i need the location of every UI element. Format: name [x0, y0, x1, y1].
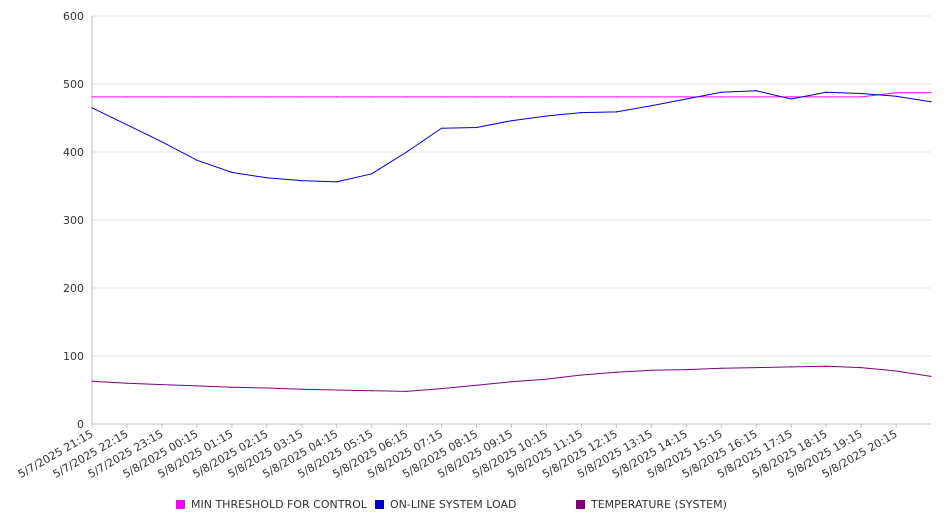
data-point-1	[441, 127, 443, 129]
series-line-2	[91, 365, 932, 392]
data-point-2	[825, 365, 827, 367]
data-point-2	[441, 388, 443, 390]
data-point-1	[301, 180, 303, 182]
legend-label-temperature: TEMPERATURE (SYSTEM)	[591, 498, 727, 511]
data-point-1	[196, 159, 198, 161]
data-point-2	[336, 389, 338, 391]
y-tick-label: 0	[77, 418, 84, 431]
data-point-0	[266, 96, 268, 98]
data-point-1	[615, 111, 618, 113]
data-point-0	[475, 96, 478, 98]
legend-swatch-threshold	[176, 500, 185, 509]
data-point-0	[860, 96, 862, 98]
data-point-0	[161, 96, 163, 98]
data-point-0	[196, 96, 198, 98]
data-point-1	[755, 90, 757, 92]
data-point-1	[91, 107, 93, 109]
legend-swatch-temperature	[576, 500, 585, 509]
data-point-1	[650, 105, 652, 107]
data-point-0	[371, 96, 373, 98]
data-point-1	[860, 92, 862, 95]
y-tick-labels: 0 100 200 300 400 500 600	[63, 10, 84, 431]
data-point-0	[720, 96, 722, 98]
data-point-1	[266, 177, 268, 179]
data-point-0	[895, 92, 897, 94]
data-point-1	[371, 173, 373, 175]
data-point-1	[475, 126, 478, 129]
data-point-2	[266, 387, 268, 389]
data-point-1	[825, 91, 827, 93]
data-point-1	[510, 120, 513, 122]
data-point-2	[580, 374, 583, 376]
data-point-0	[580, 96, 583, 98]
y-tick-label: 300	[63, 214, 84, 227]
data-point-2	[755, 367, 757, 369]
data-point-1	[336, 181, 338, 183]
data-point-1	[126, 124, 128, 126]
data-point-0	[406, 96, 408, 98]
data-point-0	[510, 96, 513, 98]
data-point-2	[895, 370, 897, 372]
data-point-1	[161, 141, 163, 143]
y-tick-label: 400	[63, 146, 84, 159]
data-point-1	[545, 115, 548, 117]
data-point-2	[161, 384, 163, 386]
data-point-2	[650, 369, 652, 371]
data-point-1	[790, 98, 792, 100]
data-point-2	[91, 380, 93, 382]
data-point-0	[441, 96, 443, 98]
data-point-2	[685, 369, 687, 371]
legend-swatch-system-load	[375, 500, 384, 509]
data-point-1	[580, 112, 583, 114]
data-point-2	[301, 388, 303, 390]
data-point-2	[615, 371, 618, 373]
series-lines	[91, 90, 932, 392]
legend-label-system-load: ON-LINE SYSTEM LOAD	[390, 498, 517, 511]
data-point-0	[126, 96, 128, 98]
data-point-0	[650, 96, 652, 98]
data-point-2	[231, 386, 233, 388]
data-point-0	[790, 96, 792, 98]
data-point-1	[895, 95, 897, 97]
gridlines	[92, 15, 931, 357]
x-tick-labels: 5/7/2025 21:155/7/2025 22:155/7/2025 23:…	[16, 424, 900, 481]
y-tick-label: 200	[63, 282, 84, 295]
data-point-0	[91, 96, 93, 98]
data-point-0	[825, 96, 827, 98]
y-tick-label: 500	[63, 78, 84, 91]
data-point-1	[720, 91, 722, 93]
legend-item-system-load[interactable]: ON-LINE SYSTEM LOAD	[375, 498, 516, 511]
data-point-0	[545, 96, 548, 98]
data-point-2	[196, 385, 198, 387]
legend-label-threshold: MIN THRESHOLD FOR CONTROL	[191, 498, 367, 511]
data-point-0	[336, 96, 338, 98]
data-point-0	[615, 96, 618, 98]
data-point-2	[545, 378, 548, 380]
data-point-1	[685, 98, 687, 100]
y-tick-label: 600	[63, 10, 84, 23]
series-line-1	[91, 90, 932, 183]
data-point-0	[231, 96, 233, 98]
data-point-0	[755, 96, 757, 98]
data-point-2	[406, 390, 408, 392]
data-point-0	[930, 92, 932, 94]
data-point-0	[685, 96, 687, 98]
data-point-1	[231, 171, 233, 173]
legend: MIN THRESHOLD FOR CONTROL ON-LINE SYSTEM…	[0, 498, 946, 516]
data-point-2	[510, 381, 513, 383]
data-point-0	[301, 96, 303, 98]
data-point-2	[371, 390, 373, 392]
data-point-1	[930, 101, 932, 103]
legend-item-temperature[interactable]: TEMPERATURE (SYSTEM)	[576, 498, 727, 511]
data-point-2	[720, 367, 722, 369]
data-point-1	[406, 151, 408, 153]
legend-item-threshold[interactable]: MIN THRESHOLD FOR CONTROL	[176, 498, 367, 511]
y-tick-label: 100	[63, 350, 84, 363]
data-point-2	[126, 382, 128, 384]
data-point-2	[930, 375, 932, 377]
data-point-2	[790, 366, 792, 368]
data-point-2	[475, 384, 478, 386]
data-point-2	[860, 367, 862, 369]
